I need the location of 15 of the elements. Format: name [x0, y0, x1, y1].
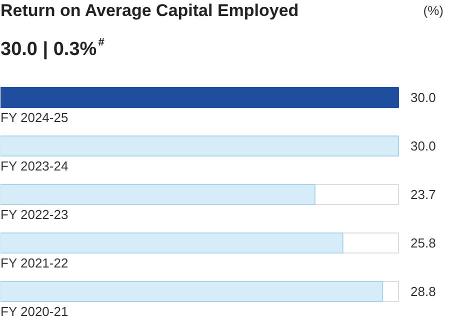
bar: [0, 184, 316, 205]
data-label: 25.8: [410, 236, 436, 250]
chart-title: Return on Average Capital Employed: [0, 1, 299, 20]
data-label: 23.7: [410, 187, 436, 202]
chart-subtitle: 30.0 | 0.3%#: [0, 36, 104, 60]
bar: [0, 281, 384, 302]
y-tick-label: FY 2020-21: [0, 304, 68, 319]
data-label: 30.0: [410, 138, 436, 154]
y-tick-label: FY 2021-22: [0, 256, 68, 270]
y-tick-label: FY 2023-24: [0, 158, 68, 174]
y-tick-label: FY 2024-25: [0, 110, 68, 125]
data-label: 28.8: [410, 284, 436, 299]
y-tick-label: FY 2022-23: [0, 207, 68, 222]
text: (%): [423, 3, 444, 18]
data-label: 30.0: [410, 90, 436, 105]
